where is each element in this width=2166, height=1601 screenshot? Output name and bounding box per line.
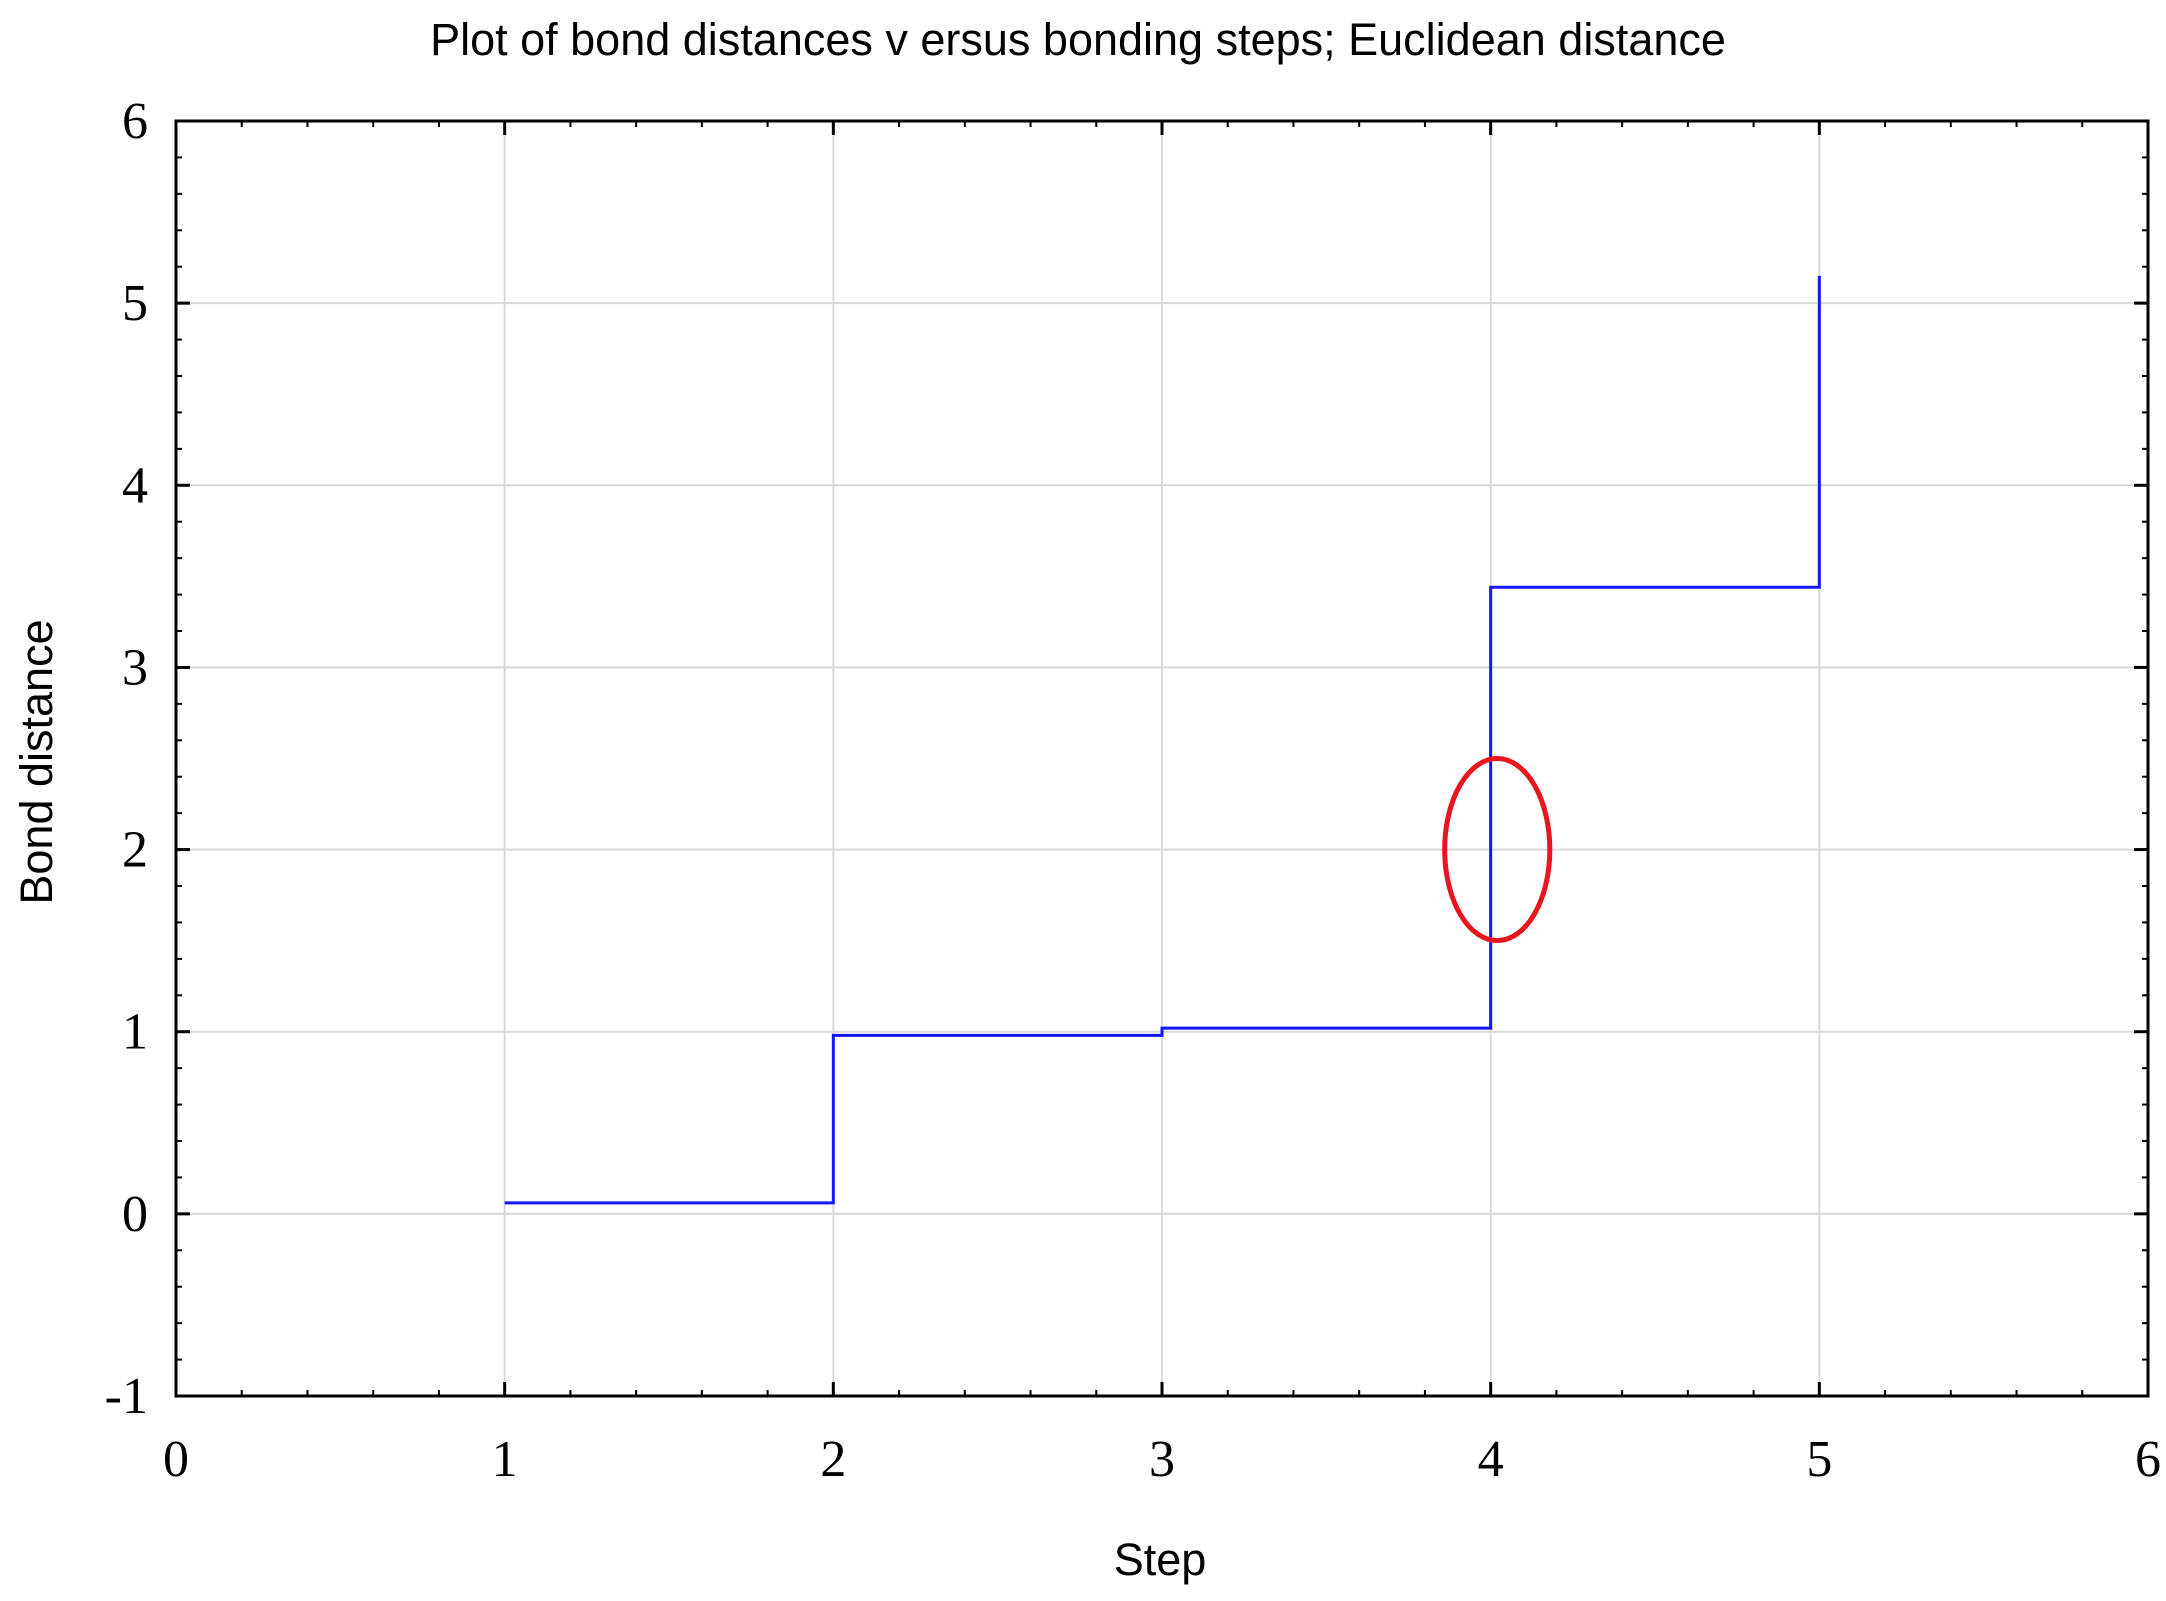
chart-title: Plot of bond distances v ersus bonding s… bbox=[430, 14, 1726, 65]
x-tick-label: 2 bbox=[820, 1431, 846, 1488]
y-tick-label: 0 bbox=[122, 1186, 148, 1243]
y-tick-label: 5 bbox=[122, 275, 148, 332]
y-tick-label: 1 bbox=[122, 1004, 148, 1061]
x-axis-label: Step bbox=[1114, 1534, 1207, 1585]
x-tick-label: 4 bbox=[1478, 1431, 1504, 1488]
x-tick-label: 5 bbox=[1806, 1431, 1832, 1488]
y-tick-label: 6 bbox=[122, 93, 148, 150]
highlight-ellipse bbox=[1442, 756, 1553, 944]
series-line bbox=[504, 275, 1821, 1205]
x-tick-label: 1 bbox=[492, 1431, 518, 1488]
y-tick-label: 4 bbox=[122, 457, 148, 514]
y-axis-label: Bond distance bbox=[11, 619, 62, 904]
y-tick-label: 2 bbox=[122, 822, 148, 879]
x-tick-label: 6 bbox=[2135, 1431, 2161, 1488]
y-tick-label: -1 bbox=[105, 1368, 148, 1425]
y-axis-ticks: -1 0 1 2 3 4 5 6 bbox=[105, 93, 2148, 1425]
grid bbox=[176, 121, 2148, 1396]
x-tick-label: 3 bbox=[1149, 1431, 1175, 1488]
annotation-layer bbox=[1442, 756, 1553, 944]
x-axis-ticks: 0 1 2 3 4 5 6 bbox=[163, 121, 2161, 1488]
x-tick-label: 0 bbox=[163, 1431, 189, 1488]
data-layer bbox=[504, 275, 1821, 1205]
y-tick-label: 3 bbox=[122, 639, 148, 696]
